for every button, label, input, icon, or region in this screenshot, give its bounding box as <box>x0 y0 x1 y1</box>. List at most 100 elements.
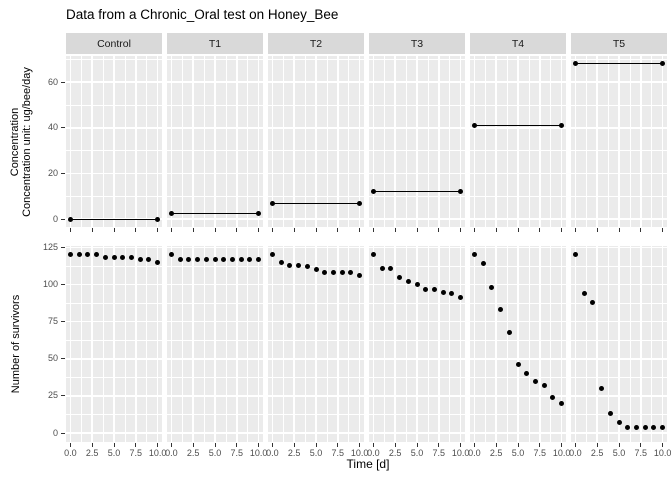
y-tick-label: 25 <box>47 390 58 401</box>
x-tick-mark <box>170 443 172 447</box>
gridline-horizontal <box>167 302 263 304</box>
gridline-vertical <box>405 56 407 227</box>
gridline-horizontal <box>369 246 465 249</box>
x-tick-mark <box>91 443 93 447</box>
gridline-vertical <box>585 246 587 442</box>
gridline-horizontal <box>571 432 667 434</box>
x-tick-label: 7.5 <box>533 448 547 458</box>
gridline-horizontal <box>470 377 566 378</box>
survivor-point <box>168 252 174 258</box>
panel-concentration-t1 <box>167 56 263 227</box>
gridline-horizontal <box>268 283 364 286</box>
gridline-horizontal <box>167 320 263 323</box>
y-tick-mark <box>61 432 65 434</box>
concentration-point <box>572 61 578 67</box>
gridline-horizontal <box>167 195 263 197</box>
survivor-point <box>471 252 477 258</box>
x-tick-mark <box>214 443 216 447</box>
gridline-horizontal <box>470 104 566 106</box>
gridline-horizontal <box>66 339 162 341</box>
gridline-horizontal <box>268 218 364 220</box>
x-tick-mark <box>394 443 396 447</box>
survivor-point <box>256 256 262 262</box>
gridline-horizontal <box>470 283 566 286</box>
gridline-vertical <box>124 246 126 442</box>
survivor-point <box>651 424 657 430</box>
x-tick-mark <box>539 443 541 447</box>
x-tick-label: 5.0 <box>309 448 323 458</box>
gridline-vertical <box>236 246 238 442</box>
facet-strip-label: T3 <box>410 37 424 50</box>
x-tick-label: 2.5 <box>489 448 503 458</box>
gridline-vertical <box>550 246 552 442</box>
gridline-horizontal <box>66 127 162 129</box>
gridline-vertical <box>416 246 418 442</box>
x-tick-mark <box>618 228 620 232</box>
gridline-vertical <box>348 56 350 227</box>
gridline-vertical <box>550 56 552 227</box>
gridline-horizontal <box>571 218 667 220</box>
gridline-horizontal <box>571 104 667 106</box>
x-tick-mark <box>438 228 440 232</box>
x-tick-mark <box>561 228 563 232</box>
x-tick-label: 0.0 <box>266 448 279 458</box>
gridline-horizontal <box>66 283 162 286</box>
gridline-horizontal <box>369 395 465 397</box>
survivor-point <box>111 255 117 261</box>
x-tick-mark <box>192 443 194 447</box>
gridline-horizontal <box>167 395 263 397</box>
gridline-vertical <box>484 56 486 227</box>
x-tick-mark <box>438 443 440 447</box>
gridline-horizontal <box>369 195 465 197</box>
gridline-horizontal <box>571 58 667 60</box>
concentration-point <box>357 200 363 206</box>
x-tick-label: 2.5 <box>85 448 99 458</box>
gridline-horizontal <box>571 395 667 397</box>
gridline-vertical <box>214 246 216 442</box>
gridline-horizontal <box>268 127 364 129</box>
survivor-point <box>357 273 363 279</box>
concentration-segment <box>575 63 663 65</box>
gridline-vertical <box>135 56 137 227</box>
facet-strip-label: T2 <box>309 37 323 50</box>
survivor-point <box>348 270 354 276</box>
gridline-vertical <box>607 56 609 227</box>
gridline-vertical <box>629 246 631 442</box>
gridline-horizontal <box>369 320 465 323</box>
x-tick-mark <box>416 443 418 447</box>
gridline-horizontal <box>66 246 162 249</box>
x-tick-mark <box>640 228 642 232</box>
y-tick-label: 60 <box>47 76 58 87</box>
gridline-horizontal <box>571 283 667 286</box>
x-tick-mark <box>394 228 396 232</box>
gridline-horizontal <box>369 104 465 106</box>
gridline-horizontal <box>167 265 263 267</box>
y-tick-mark <box>61 127 65 129</box>
gridline-vertical <box>146 56 148 227</box>
x-tick-label: 0.0 <box>165 448 178 458</box>
gridline-vertical <box>257 246 260 442</box>
gridline-vertical <box>203 56 205 227</box>
x-tick-mark <box>69 443 71 447</box>
x-tick-mark <box>416 228 418 232</box>
gridline-horizontal <box>571 195 667 197</box>
gridline-vertical <box>405 246 407 442</box>
y-axis-title-survivors: Number of survivors <box>10 294 22 394</box>
concentration-point <box>168 211 174 216</box>
gridline-vertical <box>156 246 159 442</box>
gridline-vertical <box>358 246 361 442</box>
survivor-point <box>431 286 437 292</box>
gridline-vertical <box>326 56 328 227</box>
concentration-point <box>471 122 477 128</box>
gridline-horizontal <box>66 302 162 304</box>
gridline-vertical <box>181 246 183 442</box>
gridline-horizontal <box>167 246 263 249</box>
gridline-vertical <box>495 246 497 442</box>
concentration-point <box>660 61 666 67</box>
survivor-point <box>616 420 622 426</box>
gridline-vertical <box>394 56 396 227</box>
y-tick-mark <box>61 81 65 83</box>
gridline-vertical <box>135 246 137 442</box>
x-tick-mark <box>372 443 374 447</box>
gridline-vertical <box>640 246 642 442</box>
